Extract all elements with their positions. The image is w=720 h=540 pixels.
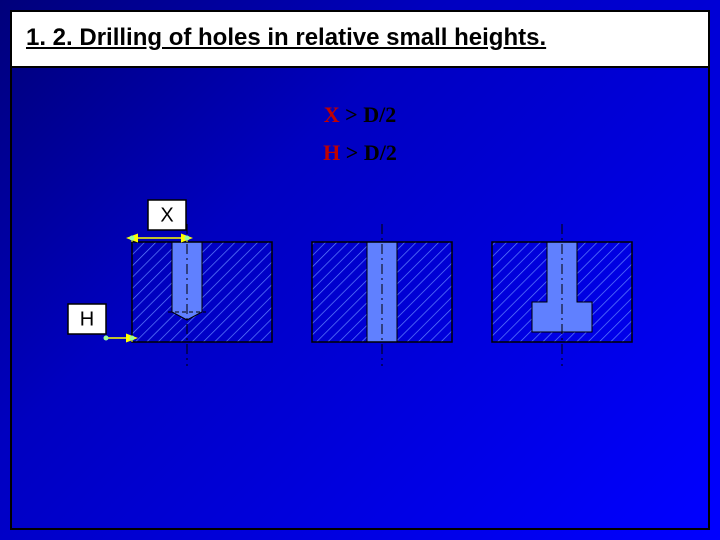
- svg-text:H: H: [80, 309, 94, 331]
- diagram-svg: XH: [12, 182, 712, 522]
- condition-2-rest: > D/2: [340, 140, 397, 165]
- diagram-area: XH: [12, 182, 708, 528]
- condition-1: X > D/2: [12, 102, 708, 128]
- condition-2: H > D/2: [12, 140, 708, 166]
- title-box: 1. 2. Drilling of holes in relative smal…: [12, 12, 708, 68]
- slide-title: 1. 2. Drilling of holes in relative smal…: [26, 24, 694, 52]
- svg-text:X: X: [160, 205, 173, 227]
- condition-1-var: X: [324, 102, 340, 127]
- slide-frame: 1. 2. Drilling of holes in relative smal…: [10, 10, 710, 530]
- condition-1-rest: > D/2: [340, 102, 397, 127]
- condition-2-var: H: [323, 140, 340, 165]
